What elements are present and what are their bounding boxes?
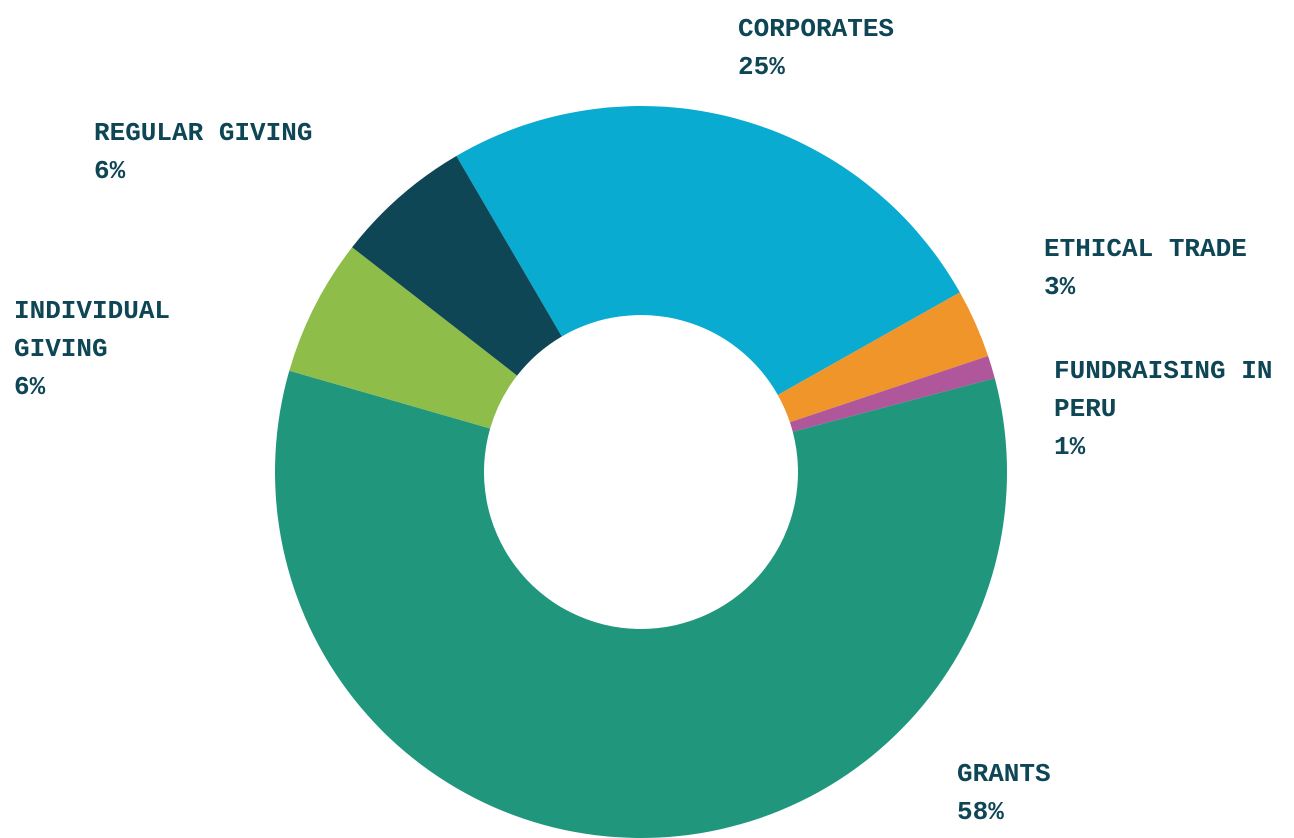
slice-label: CORPORATES 25% — [738, 10, 1038, 86]
slice-label: INDIVIDUAL GIVING 6% — [14, 292, 214, 406]
category-name: ETHICAL TRADE — [1044, 234, 1247, 264]
slice-label: GRANTS 58% — [957, 755, 1207, 831]
slice — [789, 355, 995, 432]
slice — [352, 155, 562, 376]
slice — [289, 247, 518, 429]
value-label: 25% — [738, 52, 785, 82]
category-name: CORPORATES — [738, 14, 895, 44]
slice-label: FUNDRAISING IN PERU 1% — [1054, 352, 1274, 466]
value-label: 3% — [1044, 272, 1076, 302]
category-name: INDIVIDUAL GIVING — [14, 296, 171, 364]
value-label: 58% — [957, 797, 1004, 827]
category-name: GRANTS — [957, 759, 1051, 789]
slice — [275, 370, 1007, 838]
category-name: REGULAR GIVING — [94, 118, 313, 148]
slice — [456, 106, 960, 395]
value-label: 6% — [94, 156, 126, 186]
value-label: 6% — [14, 372, 46, 402]
slice-label: REGULAR GIVING 6% — [94, 114, 394, 190]
slice — [777, 292, 989, 423]
slice-label: ETHICAL TRADE 3% — [1044, 230, 1294, 306]
category-name: FUNDRAISING IN PERU — [1054, 356, 1273, 424]
value-label: 1% — [1054, 432, 1086, 462]
